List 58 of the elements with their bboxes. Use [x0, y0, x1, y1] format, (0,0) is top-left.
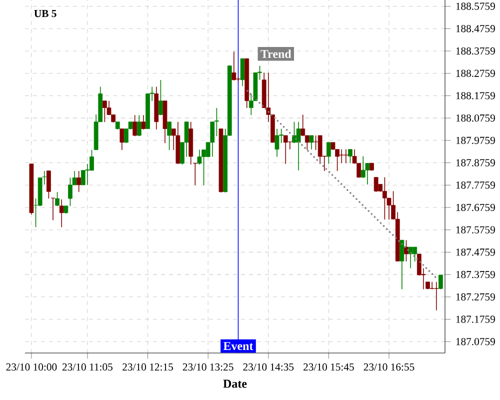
- candlestick: [120, 128, 124, 150]
- candlestick: [274, 128, 280, 158]
- x-tick-label: 23/10 15:45: [304, 363, 354, 371]
- candlestick: [136, 114, 142, 137]
- x-tick-label: 23/10 14:35: [243, 363, 294, 371]
- text: Trend: [260, 50, 292, 58]
- candlestick: [326, 142, 331, 164]
- candlestick: [46, 170, 51, 199]
- x-axis-title: Date: [223, 380, 247, 388]
- y-tick-label: 187.6759: [456, 204, 495, 212]
- candlestick: [438, 274, 443, 290]
- y-tick-label: 188.3759: [456, 47, 495, 55]
- y-tick-label: 188.5759: [456, 2, 495, 10]
- candlestick: [374, 176, 378, 192]
- y-tick-label: 188.0759: [456, 114, 495, 122]
- candlestick: [339, 148, 344, 164]
- candlestick: [76, 170, 82, 192]
- candlestick: [210, 121, 215, 158]
- x-tick-label: 23/10 10:00: [6, 363, 57, 371]
- candlestick: [214, 108, 219, 137]
- candlestick: [344, 148, 348, 164]
- candlestick: [430, 282, 434, 290]
- y-tick-label: 188.4759: [456, 25, 495, 32]
- candlestick: [434, 282, 439, 311]
- x-tick-label: 23/10 12:15: [122, 363, 173, 371]
- candlestick: [132, 114, 138, 137]
- candlestick: [167, 121, 172, 150]
- y-tick-label: 188.1759: [456, 92, 495, 100]
- y-tick-label: 187.8759: [456, 159, 495, 166]
- text: UB 5: [34, 10, 56, 18]
- candlestick: [55, 192, 60, 207]
- candlestick: [68, 177, 72, 207]
- y-tick-label: 187.9759: [456, 136, 495, 144]
- x-tick-label: 23/10 11:05: [62, 363, 112, 371]
- x-tick-label: 23/10 13:25: [182, 363, 234, 371]
- candlestick: [309, 135, 314, 150]
- candlestick: [348, 148, 352, 164]
- candlestick: [318, 135, 322, 164]
- annotation: Event: [223, 342, 254, 350]
- candlestick: [141, 114, 146, 130]
- y-tick-label: 187.7759: [456, 182, 495, 189]
- y-tick-label: 188.2759: [456, 70, 495, 77]
- candlestick: [59, 199, 64, 228]
- candlestick: [50, 198, 56, 221]
- x-tick-label: 23/10 16:55: [364, 363, 414, 371]
- candlestick: [408, 246, 413, 269]
- y-tick-label: 187.1759: [456, 316, 495, 323]
- candlestick: [400, 240, 404, 290]
- y-tick-label: 187.3759: [456, 270, 495, 278]
- y-tick-label: 187.4759: [456, 248, 495, 256]
- y-tick-label: 187.2759: [456, 293, 495, 301]
- candlestick: [283, 135, 288, 164]
- candlestick: [232, 51, 236, 81]
- y-tick-label: 187.0759: [456, 338, 495, 346]
- candlestick: [158, 80, 163, 116]
- candlestick: [240, 58, 245, 86]
- y-tick-label: 187.5759: [456, 226, 495, 234]
- candlestick: [296, 121, 301, 171]
